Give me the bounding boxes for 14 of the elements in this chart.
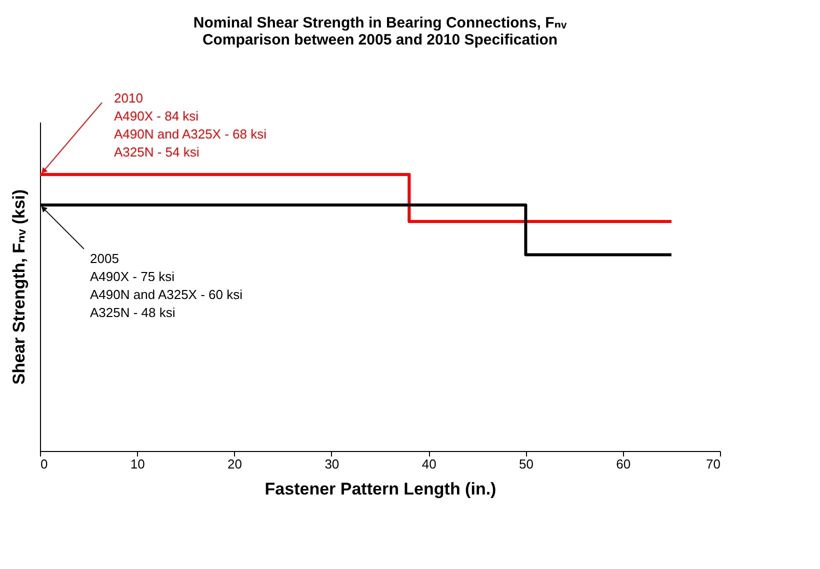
annotation: 2010 A490X - 84 ksi A490N and A325X - 68 ksi A325N - 54 ksi	[114, 90, 267, 160]
x-tick-label: 30	[324, 456, 340, 472]
annotation: 2005 A490X - 75 ksi A490N and A325X - 60 ksi A325N - 48 ksi	[90, 250, 243, 320]
y-axis-title: Shear Strength, Fₙᵥ (ksi)	[10, 189, 28, 385]
x-tick-label: 0	[40, 456, 48, 472]
x-tick-label: 50	[518, 456, 534, 472]
x-tick-label: 70	[706, 456, 720, 472]
x-tick-label: 10	[130, 456, 145, 472]
x-tick-label: 40	[422, 456, 436, 472]
x-tick-label: 20	[228, 456, 242, 472]
x-tick-label: 60	[616, 456, 631, 472]
text: Nominal Shear Strength in Bearing Connections, Fₙᵥ	[193, 14, 567, 32]
x-axis-title: Fastener Pattern Length (in.)	[264, 480, 496, 498]
text: Comparison between 2005 and 2010 Specification	[202, 32, 558, 49]
